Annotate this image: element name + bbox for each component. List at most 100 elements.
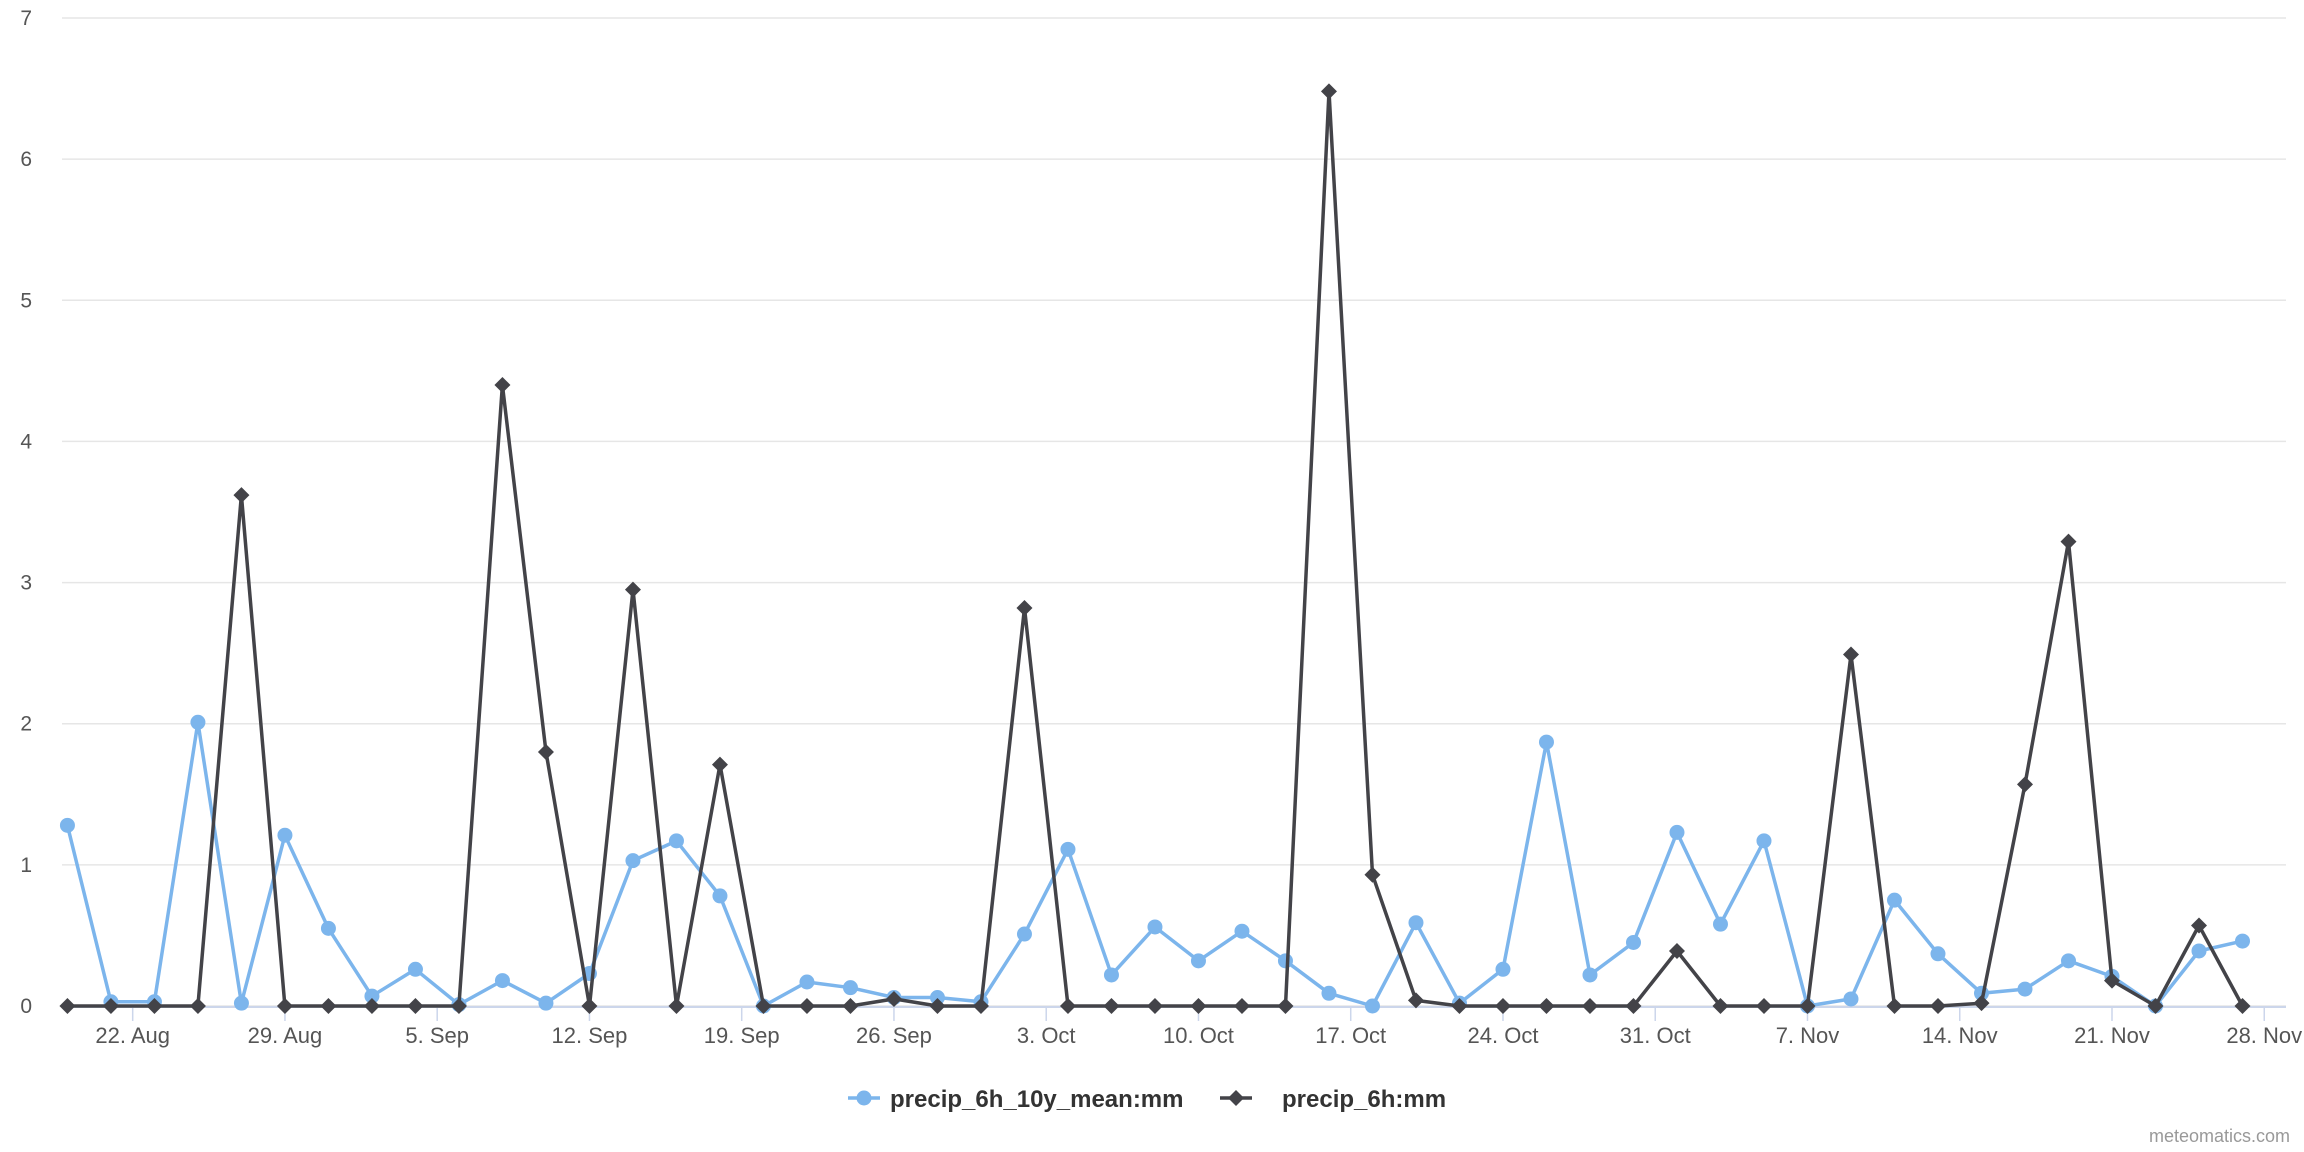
data-point[interactable]	[1625, 998, 1642, 1014]
data-point[interactable]	[1930, 946, 1946, 962]
data-point[interactable]	[276, 998, 293, 1014]
data-point[interactable]	[538, 995, 554, 1011]
data-point[interactable]	[712, 888, 728, 904]
data-point[interactable]	[1321, 985, 1337, 1001]
data-point[interactable]	[363, 998, 380, 1014]
legend-item[interactable]: precip_6h:mm	[1220, 1086, 1446, 1113]
data-point[interactable]	[1364, 998, 1380, 1014]
data-point[interactable]	[1407, 992, 1424, 1009]
data-point[interactable]	[407, 961, 423, 977]
data-point[interactable]	[668, 833, 684, 849]
legend-item[interactable]: precip_6h_10y_mean:mm	[848, 1086, 1183, 1113]
data-point[interactable]	[1668, 942, 1685, 959]
data-point[interactable]	[1625, 934, 1641, 950]
data-point[interactable]	[1059, 998, 1076, 1014]
data-point[interactable]	[1364, 866, 1381, 883]
data-point[interactable]	[1103, 967, 1119, 983]
data-point[interactable]	[1103, 998, 1120, 1014]
data-point[interactable]	[1712, 916, 1728, 932]
data-point[interactable]	[1799, 998, 1816, 1014]
data-point[interactable]	[1755, 998, 1772, 1014]
data-point[interactable]	[59, 817, 75, 833]
data-point[interactable]	[1843, 991, 1859, 1007]
data-point[interactable]	[1842, 646, 1859, 663]
data-point[interactable]	[450, 998, 467, 1014]
x-tick-label: 14. Nov	[1922, 1023, 1998, 1048]
data-point[interactable]	[842, 980, 858, 996]
data-point[interactable]	[755, 998, 772, 1014]
data-point[interactable]	[842, 998, 859, 1014]
data-point[interactable]	[1582, 967, 1598, 983]
data-point[interactable]	[233, 995, 249, 1011]
data-point[interactable]	[1233, 998, 1250, 1014]
data-point[interactable]	[494, 376, 511, 393]
data-point[interactable]	[1451, 998, 1468, 1014]
data-point[interactable]	[2060, 953, 2076, 969]
data-point[interactable]	[885, 990, 902, 1007]
legend-marker[interactable]	[856, 1090, 872, 1106]
data-point[interactable]	[1277, 998, 1294, 1014]
data-point[interactable]	[277, 827, 293, 843]
data-point[interactable]	[1408, 915, 1424, 931]
data-point[interactable]	[1929, 998, 1946, 1014]
data-point[interactable]	[2147, 998, 2164, 1014]
data-point[interactable]	[1495, 961, 1511, 977]
legend[interactable]: precip_6h_10y_mean:mm precip_6h:mm	[848, 1086, 1446, 1113]
data-point[interactable]	[1669, 824, 1685, 840]
data-point[interactable]	[929, 998, 946, 1014]
data-point[interactable]	[2234, 933, 2250, 949]
data-point[interactable]	[320, 998, 337, 1014]
legend-marker[interactable]	[1228, 1090, 1244, 1106]
data-point[interactable]	[799, 974, 815, 990]
data-point[interactable]	[798, 998, 815, 1014]
credits-text[interactable]: meteomatics.com	[2149, 1126, 2290, 1146]
data-point[interactable]	[190, 714, 206, 730]
data-point[interactable]	[1756, 833, 1772, 849]
data-point[interactable]	[1234, 923, 1250, 939]
series-group	[59, 83, 2251, 1014]
data-point[interactable]	[1712, 998, 1729, 1014]
data-point[interactable]	[581, 998, 598, 1014]
x-tick-label: 21. Nov	[2074, 1023, 2150, 1048]
data-point[interactable]	[929, 990, 945, 1006]
data-point[interactable]	[2060, 533, 2077, 550]
data-point[interactable]	[1016, 599, 1033, 616]
data-point[interactable]	[364, 988, 380, 1004]
data-point[interactable]	[2017, 981, 2033, 997]
data-point[interactable]	[668, 998, 685, 1014]
data-point[interactable]	[2103, 972, 2120, 989]
data-point[interactable]	[624, 581, 641, 598]
data-point[interactable]	[2234, 998, 2251, 1014]
data-point[interactable]	[102, 998, 119, 1014]
data-point[interactable]	[1277, 953, 1293, 969]
data-point[interactable]	[2190, 917, 2207, 934]
data-point[interactable]	[1581, 998, 1598, 1014]
data-point[interactable]	[1060, 841, 1076, 857]
data-point[interactable]	[1146, 998, 1163, 1014]
data-point[interactable]	[1494, 998, 1511, 1014]
data-point[interactable]	[711, 756, 728, 773]
data-point[interactable]	[1190, 953, 1206, 969]
data-point[interactable]	[407, 998, 424, 1014]
data-point[interactable]	[625, 853, 641, 869]
data-point[interactable]	[59, 998, 76, 1014]
data-point[interactable]	[1147, 919, 1163, 935]
data-point[interactable]	[233, 487, 250, 504]
data-point[interactable]	[1886, 892, 1902, 908]
data-point[interactable]	[189, 998, 206, 1014]
data-point[interactable]	[1886, 998, 1903, 1014]
data-point[interactable]	[537, 743, 554, 760]
data-point[interactable]	[2016, 776, 2033, 793]
data-point[interactable]	[320, 920, 336, 936]
data-point[interactable]	[1190, 998, 1207, 1014]
data-point[interactable]	[494, 973, 510, 989]
data-point[interactable]	[2191, 943, 2207, 959]
data-point[interactable]	[1016, 926, 1032, 942]
data-point[interactable]	[1538, 734, 1554, 750]
data-point[interactable]	[1320, 83, 1337, 100]
data-point[interactable]	[1973, 995, 1990, 1012]
y-tick-label: 2	[20, 713, 32, 736]
data-point[interactable]	[972, 998, 989, 1014]
data-point[interactable]	[146, 998, 163, 1014]
data-point[interactable]	[1538, 998, 1555, 1014]
